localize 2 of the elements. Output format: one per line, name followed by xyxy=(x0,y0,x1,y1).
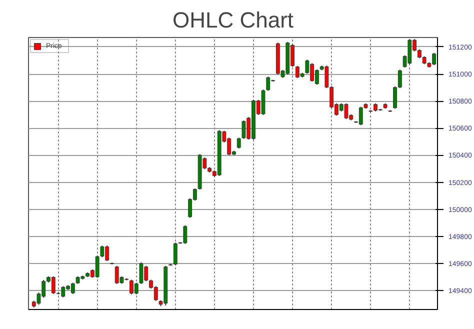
chart-title: OHLC Chart xyxy=(172,8,294,32)
candlestick xyxy=(236,137,241,149)
